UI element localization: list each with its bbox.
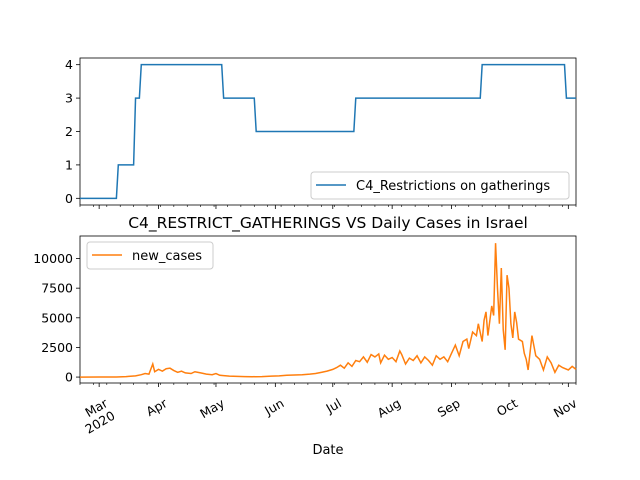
cases-y-tick-label: 7500 [41,281,73,296]
cases-legend-box [86,241,214,270]
cases-y-tick-label: 2500 [41,340,73,355]
restrictions-legend-label: C4_Restrictions on gatherings [356,179,550,194]
restrictions-legend-box [310,171,570,200]
restrictions-y-tick-label: 0 [65,191,73,206]
restrictions-y-tick-label: 4 [65,57,73,72]
restrictions-x-ticks [79,205,577,209]
cases-y-tick-label: 5000 [41,310,73,325]
cases-y-tick-label: 0 [65,370,73,385]
restrictions-y-ticks: 0 1 2 3 4 [65,57,80,206]
cases-x-tick-label: Jul [322,395,343,416]
restrictions-y-tick-label: 3 [65,91,73,106]
cases-legend-label: new_cases [132,249,202,264]
cases-axes-frame [79,235,577,384]
x-tick-month: Jul [322,395,343,416]
cases-legend: new_cases [86,241,214,270]
restrictions-subplot: 0 1 2 3 4 C4_Restrictions on gatherings [65,57,577,209]
restrictions-series-line [80,63,576,200]
cases-y-tick-label: 10000 [33,251,73,266]
chart-title: C4_RESTRICT_GATHERINGS VS Daily Cases in… [128,214,528,233]
restrictions-legend: C4_Restrictions on gatherings [310,171,570,200]
cases-y-ticks: 0 2500 5000 7500 10000 [33,251,80,385]
cases-series-line [79,243,577,378]
x-axis-label: Date [312,443,343,458]
restrictions-y-tick-label: 2 [65,124,73,139]
restrictions-y-tick-label: 1 [65,157,73,172]
